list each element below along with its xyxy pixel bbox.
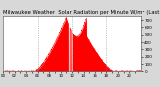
Text: Milwaukee Weather  Solar Radiation per Minute W/m² (Last 24 Hours): Milwaukee Weather Solar Radiation per Mi…: [3, 10, 160, 15]
